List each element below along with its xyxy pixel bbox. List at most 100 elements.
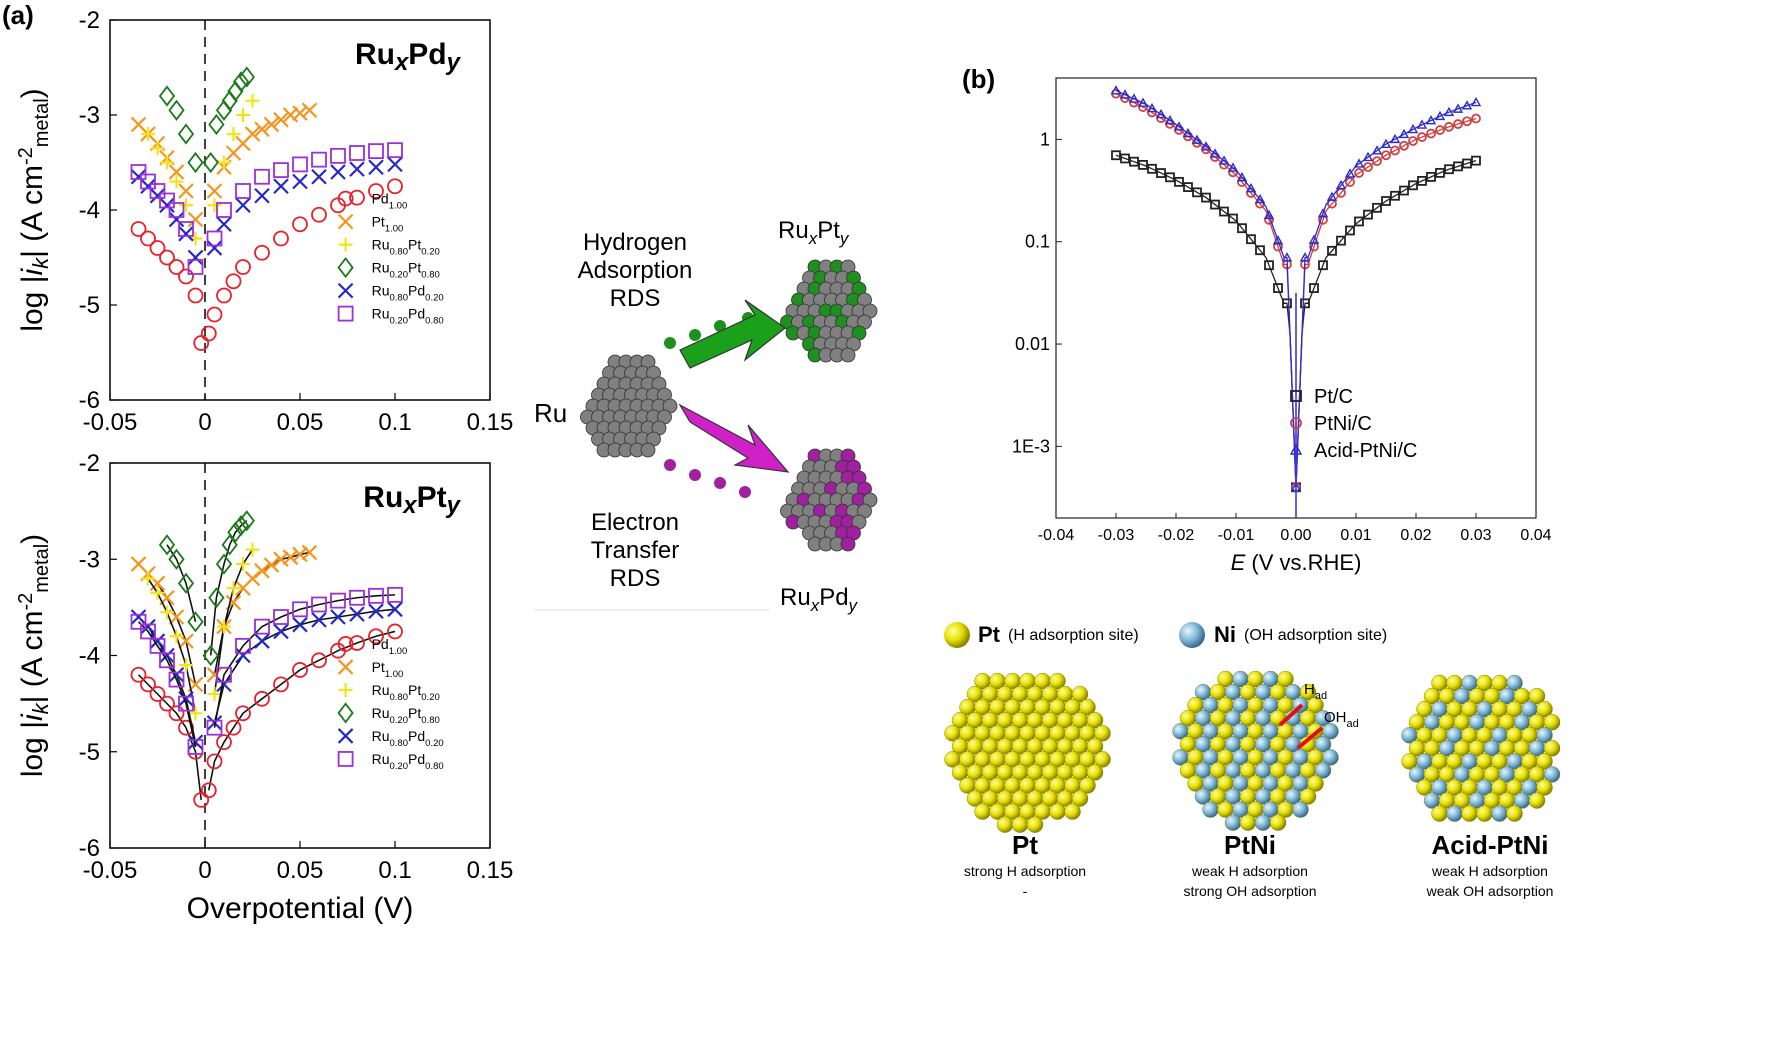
data-point: [1210, 199, 1220, 210]
x-tick-label: -0.05: [83, 857, 138, 884]
data-point: [301, 544, 318, 561]
data-point: [206, 183, 223, 199]
data-point: [1381, 150, 1391, 161]
sphere-atom: [1071, 790, 1089, 807]
data-point: [387, 623, 403, 640]
data-point: [235, 647, 251, 664]
data-point: [1147, 163, 1157, 174]
legend-marker: [337, 636, 354, 652]
data-point: [1354, 168, 1364, 178]
caption-pt: Pt strong H adsorption -: [945, 830, 1105, 901]
ru-cluster: [580, 354, 678, 458]
data-point: [202, 151, 219, 174]
data-point: [1326, 191, 1338, 201]
data-point: [217, 155, 231, 170]
data-point: [206, 753, 223, 770]
legend-label: Ru0.80Pt0.20: [372, 237, 440, 258]
data-point: [254, 168, 270, 185]
data-point: [292, 662, 308, 678]
legend-label: Ru0.20Pd0.80: [372, 306, 444, 327]
data-point: [225, 719, 242, 736]
data-point: [140, 173, 156, 190]
cluster-atom: [840, 536, 856, 552]
caption-ptni: PtNi weak H adsorption strong OH adsorpt…: [1160, 830, 1340, 901]
hydrogen-text-3: RDS: [610, 285, 661, 312]
legend-marker: [337, 190, 354, 207]
product-bottom-label: RuxPdy: [780, 584, 859, 615]
data-point: [221, 534, 238, 556]
sphere-atom: [1506, 805, 1523, 822]
legend-marker: [337, 728, 354, 744]
data-point: [254, 633, 270, 649]
chart-b: -0.04 -0.03 -0.02 -0.01 0.00 0.01 0.02 0.03 0.04…: [1012, 77, 1552, 575]
sphere-atom: [1536, 727, 1553, 744]
sphere-atom: [1094, 725, 1111, 742]
data-point: [1344, 168, 1356, 178]
data-point: [187, 739, 204, 755]
y-tick-label: -6: [79, 835, 100, 862]
legend-marker: [337, 659, 354, 675]
data-point: [1462, 116, 1472, 127]
data-point: [140, 676, 156, 693]
data-point: [193, 791, 210, 808]
sphere-atom: [1314, 762, 1332, 779]
data-point: [206, 240, 223, 256]
data-point: [178, 695, 194, 712]
electron-text-3: RDS: [610, 565, 661, 592]
sphere-atom: [1536, 779, 1553, 796]
data-point: [216, 216, 232, 233]
data-point: [187, 734, 204, 750]
data-point: [292, 105, 308, 121]
sphere-atom: [1431, 805, 1448, 822]
sphere-atom: [1314, 736, 1332, 753]
data-point: [1417, 132, 1427, 142]
data-point: [1228, 213, 1238, 224]
data-point: [263, 116, 280, 133]
data-point: [187, 151, 204, 174]
ni-atom-icon: [1179, 622, 1205, 648]
data-point: [349, 606, 365, 622]
sphere-atom: [1528, 687, 1546, 705]
sphere-atom: [1476, 805, 1493, 822]
data-point: [140, 618, 156, 635]
x-tick-label: 0.05: [277, 857, 324, 884]
data-point: [200, 325, 217, 342]
data-point: [159, 249, 175, 266]
data-point: [215, 553, 233, 575]
y-axis-label: log |ik| (A cm-2metal): [15, 534, 53, 777]
data-point: [169, 629, 184, 644]
data-point: [1273, 283, 1283, 293]
data-point: [130, 666, 147, 683]
y-axis-label: log |ik| (A cm-2metal): [15, 88, 53, 331]
data-point: [263, 557, 280, 573]
data-point: [207, 687, 222, 701]
data-point: [150, 585, 165, 600]
data-point: [1146, 102, 1158, 113]
data-point: [311, 168, 327, 185]
data-point: [1408, 136, 1418, 146]
data-point: [349, 145, 365, 161]
legend-label: Ru0.80Pd0.20: [372, 728, 444, 749]
y-tick-label: -3: [79, 102, 100, 129]
panel-label-b: (b): [962, 64, 996, 94]
data-point: [1471, 155, 1481, 166]
legend-label: Ru0.20Pt0.80: [372, 705, 440, 726]
y-tick-label: 1: [1040, 129, 1050, 149]
data-point: [1219, 206, 1229, 217]
data-point: [150, 141, 165, 156]
sphere-atom: [1277, 670, 1294, 688]
x-axis-label: Overpotential (V): [187, 892, 414, 925]
cluster-atom: [840, 347, 856, 363]
data-point: [188, 706, 203, 721]
sphere-atom: [1307, 775, 1324, 792]
data-point: [216, 734, 232, 751]
legend-label: Ru0.80Pd0.20: [372, 283, 444, 304]
data-point: [254, 121, 270, 138]
data-point: [235, 197, 251, 214]
data-point: [1227, 162, 1239, 172]
sphere-atom: [1536, 700, 1553, 718]
data-point: [149, 686, 166, 702]
hydrogen-text-2: Adsorption: [578, 257, 693, 284]
sphere-atom: [1026, 816, 1044, 833]
data-point: [1462, 158, 1472, 169]
